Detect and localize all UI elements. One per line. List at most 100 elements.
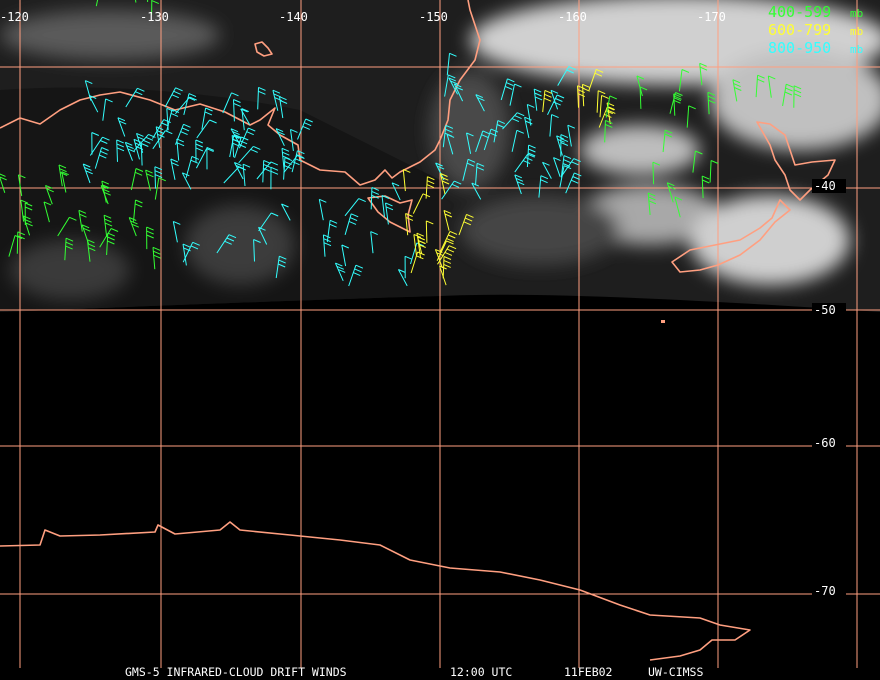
wind-barb — [154, 177, 166, 200]
wind-barb — [533, 88, 543, 111]
wind-barb — [542, 89, 553, 113]
wind-barb — [322, 234, 332, 257]
wind-barb — [234, 136, 249, 159]
wind-barb — [128, 217, 139, 237]
wind-barb — [281, 203, 291, 221]
wind-barb — [256, 161, 278, 180]
wind-barb — [290, 128, 298, 151]
label-backdrop — [812, 303, 846, 317]
wind-barb — [61, 171, 69, 193]
wind-barb — [201, 107, 213, 130]
wind-barb — [326, 219, 338, 243]
wind-barb — [500, 78, 515, 101]
wind-barb — [437, 245, 457, 265]
land-shadow — [0, 87, 440, 312]
latitude-label: -40 — [814, 179, 836, 193]
new-zealand-south — [671, 199, 791, 273]
wind-barb — [185, 155, 200, 178]
wind-barb — [170, 158, 179, 180]
wind-barb — [605, 95, 617, 118]
longitude-label: -150 — [419, 10, 448, 24]
wind-barb — [604, 119, 613, 143]
wind-barb — [402, 168, 411, 192]
wind-barb — [475, 94, 485, 112]
wind-barb — [732, 79, 742, 102]
wind-barb — [0, 173, 7, 193]
label-backdrop — [812, 179, 846, 193]
wind-barb — [674, 196, 683, 218]
wind-barb — [475, 130, 490, 152]
wind-barb — [64, 237, 74, 261]
wind-barb — [453, 83, 464, 102]
wind-barb — [709, 160, 719, 183]
wind-barb — [405, 213, 414, 236]
wind-barb — [549, 114, 559, 137]
latitude-label: -60 — [814, 436, 836, 450]
wind-barb — [692, 150, 703, 173]
wind-barb — [425, 176, 435, 199]
wind-barb — [297, 118, 313, 140]
wind-barb — [596, 90, 606, 113]
wind-barb — [475, 162, 485, 186]
wind-barb — [404, 255, 413, 279]
wind-barb — [511, 129, 524, 152]
footer-source: UW-CIMSS — [648, 665, 703, 679]
island-coast — [254, 41, 273, 57]
wind-barb — [443, 209, 453, 231]
wind-barb — [195, 139, 204, 163]
wind-barb — [22, 215, 33, 236]
wind-barb — [103, 214, 113, 238]
wind-barb — [182, 243, 191, 266]
wind-barb — [636, 75, 645, 97]
wind-barb — [57, 216, 77, 237]
wind-barb — [666, 182, 676, 203]
wind-barb — [686, 105, 696, 128]
footer-date: 11FEB02 — [564, 665, 612, 679]
wind-barb — [151, 0, 159, 15]
wind-barb — [483, 128, 499, 151]
wind-barb — [662, 129, 673, 153]
wind-barb — [91, 132, 99, 155]
wind-barb — [755, 74, 765, 98]
wind-barb — [78, 209, 87, 232]
wind-barb — [102, 98, 113, 121]
wind-barb — [318, 198, 327, 221]
wind-barb — [130, 168, 144, 191]
wind-barb — [43, 201, 52, 223]
wind-barb — [442, 256, 452, 279]
wind-barb — [94, 147, 109, 169]
wind-barb — [100, 185, 111, 205]
wind-barb — [509, 83, 522, 106]
wind-barb — [514, 174, 525, 195]
wind-barb — [95, 0, 99, 7]
wind-barb — [385, 202, 394, 225]
wind-barb — [216, 234, 237, 254]
wind-barb — [223, 166, 246, 184]
wind-barb — [181, 172, 192, 190]
wind-barb — [639, 86, 648, 109]
wind-barb — [81, 224, 91, 245]
longitude-label: -170 — [697, 10, 726, 24]
wind-barb — [124, 141, 136, 161]
wind-barb — [166, 109, 180, 132]
wind-barb — [647, 192, 657, 215]
wind-barb — [567, 124, 575, 147]
wind-barb — [275, 128, 285, 147]
legend-unit: mb — [850, 7, 863, 20]
wind-barb — [241, 108, 249, 131]
wind-barb — [441, 180, 462, 200]
wind-barb — [195, 148, 214, 169]
wind-barb — [117, 117, 127, 137]
wind-barb — [16, 231, 25, 254]
longitude-label: -140 — [279, 10, 308, 24]
wind-barb — [133, 133, 156, 152]
wind-barb — [133, 199, 143, 222]
wind-barb — [524, 116, 533, 139]
wind-barb — [448, 77, 459, 95]
legend-range: 400-599 — [768, 3, 831, 21]
wind-barb — [782, 83, 794, 106]
wind-barb — [348, 264, 364, 287]
wind-barb — [559, 165, 572, 188]
wind-barb — [436, 240, 454, 262]
